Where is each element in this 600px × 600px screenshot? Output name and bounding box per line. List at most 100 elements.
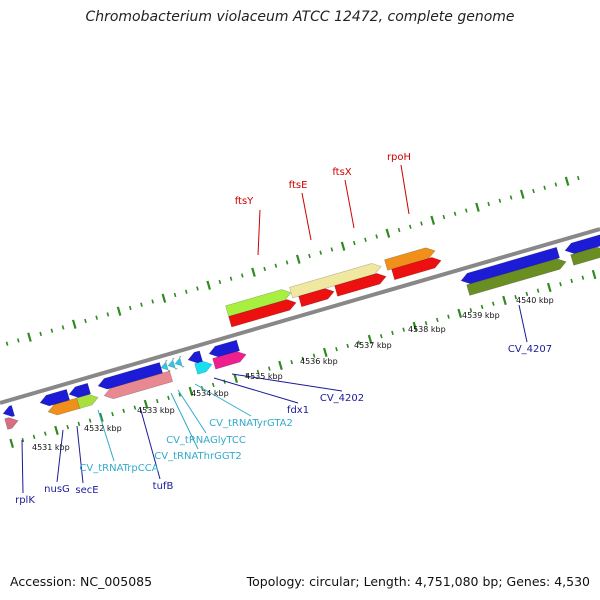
gene-feature[interactable] [194, 360, 213, 375]
gene-labels: ftsY ftsE ftsX rpoH CV_4207 CV_4202 fdx1 CV_tRN… [15, 152, 552, 506]
tick-marks [5, 175, 597, 448]
tick-mark [140, 302, 143, 307]
leader-line [231, 373, 343, 392]
topology-summary: Topology: circular; Length: 4,751,080 bp… [246, 574, 590, 589]
gene-feature[interactable] [174, 355, 186, 368]
tick-mark [570, 278, 574, 284]
gene-feature[interactable] [228, 299, 297, 328]
leader-line [344, 179, 355, 229]
gene-label[interactable]: CV_tRNAThrGGT2 [154, 451, 241, 462]
gene-feature[interactable] [4, 417, 19, 430]
tick-mark [66, 424, 70, 430]
tick-mark [122, 408, 126, 414]
tick-mark [274, 263, 278, 268]
tick-mark [367, 334, 373, 345]
tick-mark [98, 412, 104, 422]
tick-mark [312, 353, 316, 358]
tick-mark [357, 340, 361, 345]
leader-line [97, 409, 115, 462]
gene-feature[interactable] [384, 247, 436, 271]
tick-mark [546, 282, 552, 293]
tick-mark [532, 188, 535, 194]
tick-mark [430, 215, 435, 225]
gene-label[interactable]: ftsX [332, 167, 351, 178]
tick-mark [27, 332, 32, 342]
tick-mark [447, 314, 450, 319]
tick-mark [263, 266, 267, 272]
tick-mark [385, 228, 391, 238]
gene-feature[interactable] [68, 382, 91, 398]
gene-feature[interactable] [334, 273, 387, 297]
tick-mark [581, 275, 585, 280]
gene-feature[interactable] [76, 394, 99, 409]
scale-label: 4536 kbp [300, 357, 338, 366]
genome-backbone [0, 227, 600, 405]
gene-label[interactable]: CV_tRNATyrGTA2 [209, 418, 293, 429]
tick-mark [412, 321, 418, 332]
gene-label[interactable]: ftsY [235, 196, 254, 207]
leader-line [518, 304, 528, 343]
gene-feature[interactable] [391, 257, 442, 281]
tick-mark [509, 195, 513, 200]
tick-mark [420, 221, 423, 226]
tick-mark [442, 214, 446, 220]
gene-label[interactable]: CV_tRNATrpCCA [79, 463, 158, 474]
tick-mark [502, 295, 507, 306]
tick-mark [95, 315, 99, 320]
gene-feature[interactable] [460, 246, 560, 285]
gene-feature[interactable] [167, 357, 179, 370]
gene-label[interactable]: tufB [153, 481, 174, 492]
tick-mark [211, 382, 215, 388]
label-leaders [21, 164, 528, 494]
gene-feature[interactable] [225, 289, 292, 317]
tick-mark [464, 208, 468, 213]
tick-mark [525, 291, 529, 297]
gene-feature[interactable] [187, 350, 203, 364]
gene-feature[interactable] [2, 405, 15, 417]
gene-feature[interactable] [212, 351, 247, 370]
tick-mark [480, 304, 484, 310]
tick-mark [487, 201, 491, 207]
gene-feature[interactable] [97, 362, 163, 390]
tick-mark [391, 330, 394, 336]
tick-mark [155, 398, 159, 404]
tick-mark [77, 421, 81, 426]
tick-mark [21, 437, 25, 443]
map-title: Chromobacterium violaceum ATCC 12472, co… [85, 9, 515, 25]
tick-mark [167, 395, 170, 401]
tick-mark [301, 356, 305, 362]
gene-feature[interactable] [298, 288, 335, 308]
gene-feature[interactable] [103, 370, 174, 400]
tick-mark [340, 241, 346, 251]
gene-label[interactable]: rplK [15, 495, 35, 506]
leader-line [76, 425, 84, 484]
gene-feature[interactable] [39, 389, 70, 407]
tick-mark [402, 327, 406, 332]
gene-label[interactable]: nusG [44, 484, 70, 495]
accession-text: Accession: NC_005085 [10, 574, 153, 589]
gene-label[interactable]: CV_4207 [508, 344, 552, 355]
gene-feature[interactable] [466, 258, 567, 296]
tick-mark [475, 202, 480, 212]
gene-label[interactable]: CV_4202 [320, 393, 364, 404]
gene-label[interactable]: secE [75, 485, 98, 496]
gene-feature[interactable] [208, 339, 240, 358]
tick-mark [424, 321, 428, 326]
tick-mark [178, 392, 182, 397]
gene-label[interactable]: CV_tRNAGlyTCC [166, 435, 246, 446]
tick-mark [346, 343, 350, 349]
tick-mark [188, 386, 194, 396]
gene-label[interactable]: rpoH [387, 152, 411, 163]
gene-feature[interactable] [160, 359, 172, 372]
gene-feature[interactable] [570, 246, 600, 266]
tick-mark [54, 425, 59, 435]
tick-mark [453, 211, 457, 216]
tick-mark [559, 282, 562, 287]
tick-mark [379, 334, 383, 339]
gene-label[interactable]: ftsE [289, 180, 308, 191]
leader-line [139, 406, 161, 480]
tick-mark [151, 299, 155, 304]
tick-row-lower [9, 269, 597, 448]
gene-label[interactable]: fdx1 [287, 405, 309, 416]
